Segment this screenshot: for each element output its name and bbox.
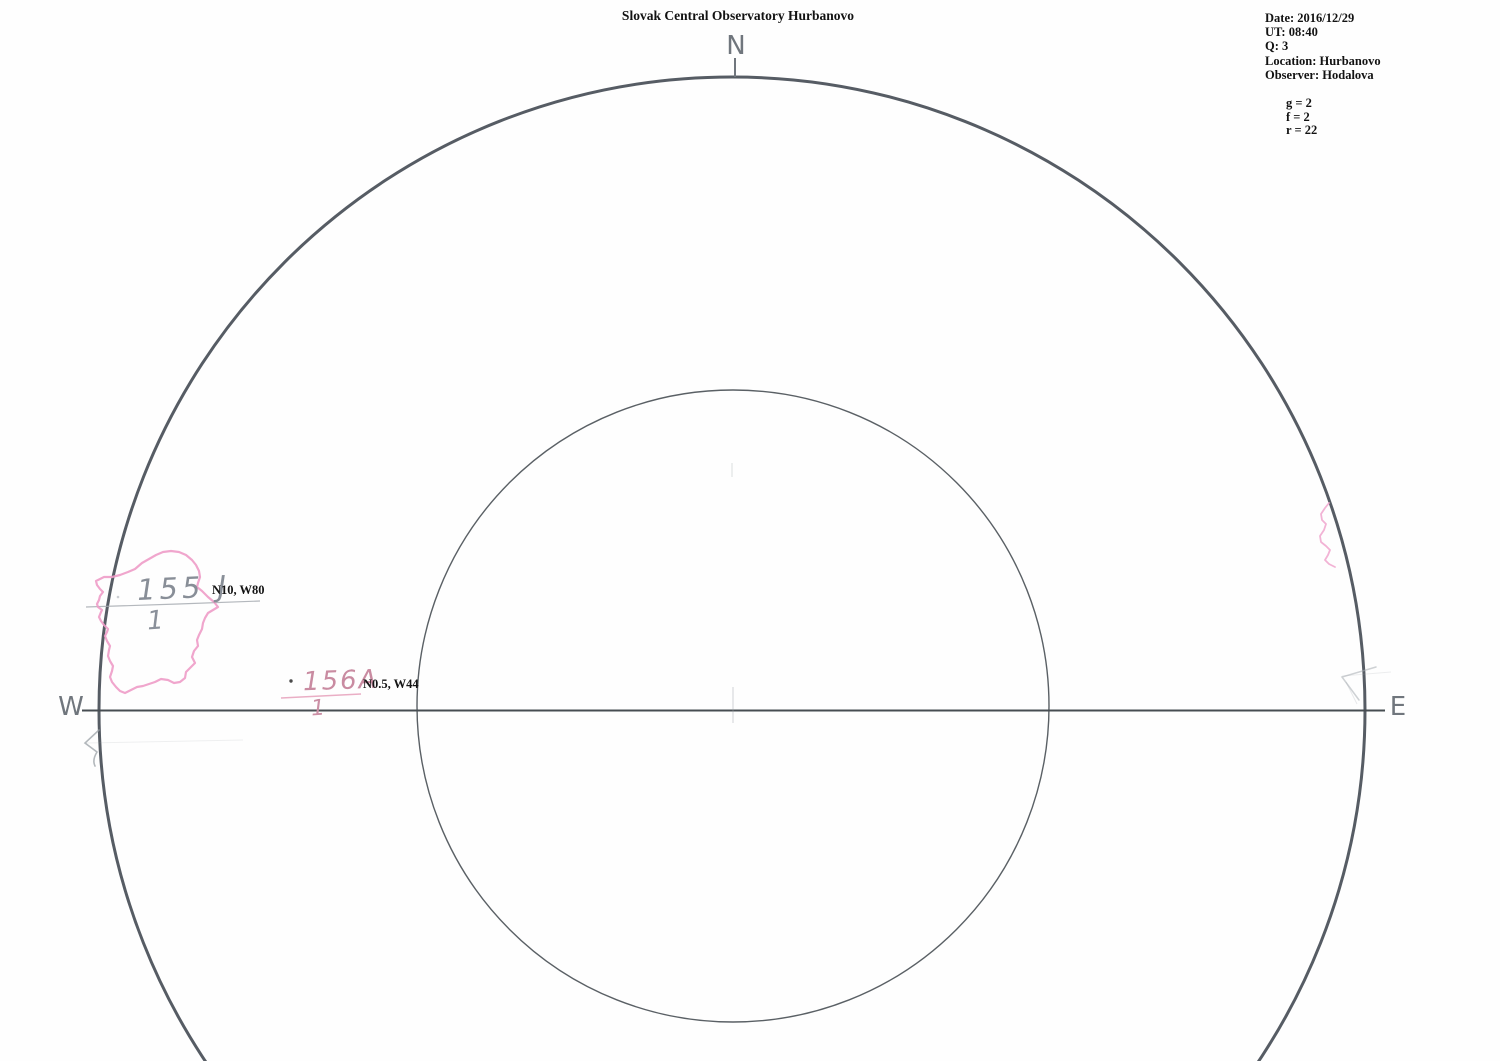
compass-east-label: E <box>1389 692 1407 722</box>
observation-observer: Observer: Hodalova <box>1265 67 1374 82</box>
faculae-outline-east-limb <box>1319 502 1336 568</box>
group-155-spot-count: 1 <box>145 605 165 637</box>
observation-quality: Q: 3 <box>1265 39 1289 54</box>
compass-north-label: N <box>726 31 746 61</box>
spot-count: f = 2 <box>1286 109 1310 124</box>
observation-time-ut: UT: 08:40 <box>1265 25 1318 40</box>
group-156-position-label: N0.5, W44 <box>363 677 419 691</box>
sunspot-region-155-outline <box>94 549 220 695</box>
observation-location: Location: Hurbanovo <box>1265 53 1381 68</box>
pencil-arrow-east-stroke <box>1345 681 1358 705</box>
sunspot-dot-156 <box>289 679 293 683</box>
observation-date: Date: 2016/12/29 <box>1265 11 1355 25</box>
group-155-pencil-underline <box>85 600 261 608</box>
pencil-arrow-west-tail <box>85 739 244 744</box>
pencil-dot-155 <box>116 595 120 599</box>
pencil-arrow-west <box>83 729 100 767</box>
group-156-spot-count: 1 <box>310 695 326 722</box>
wolf-number: r = 22 <box>1286 123 1318 138</box>
group-count: g = 2 <box>1286 96 1312 110</box>
compass-west-label: W <box>58 692 84 722</box>
observation-header: Date: 2016/12/29 UT: 08:40 Q: 3 Location… <box>1265 11 1381 82</box>
pencil-arrow-east <box>1340 666 1377 701</box>
group-155-position-label: N10, W80 <box>212 583 265 597</box>
pencil-arrow-east-tail <box>1341 671 1392 677</box>
group-156-underline <box>280 693 362 699</box>
solar-limb-circle <box>97 75 1367 1061</box>
page-title: Slovak Central Observatory Hurbanovo <box>621 8 855 23</box>
inner-reference-circle <box>416 389 1050 1023</box>
sunspot-count-summary: g = 2 f = 2 r = 22 <box>1286 96 1318 138</box>
